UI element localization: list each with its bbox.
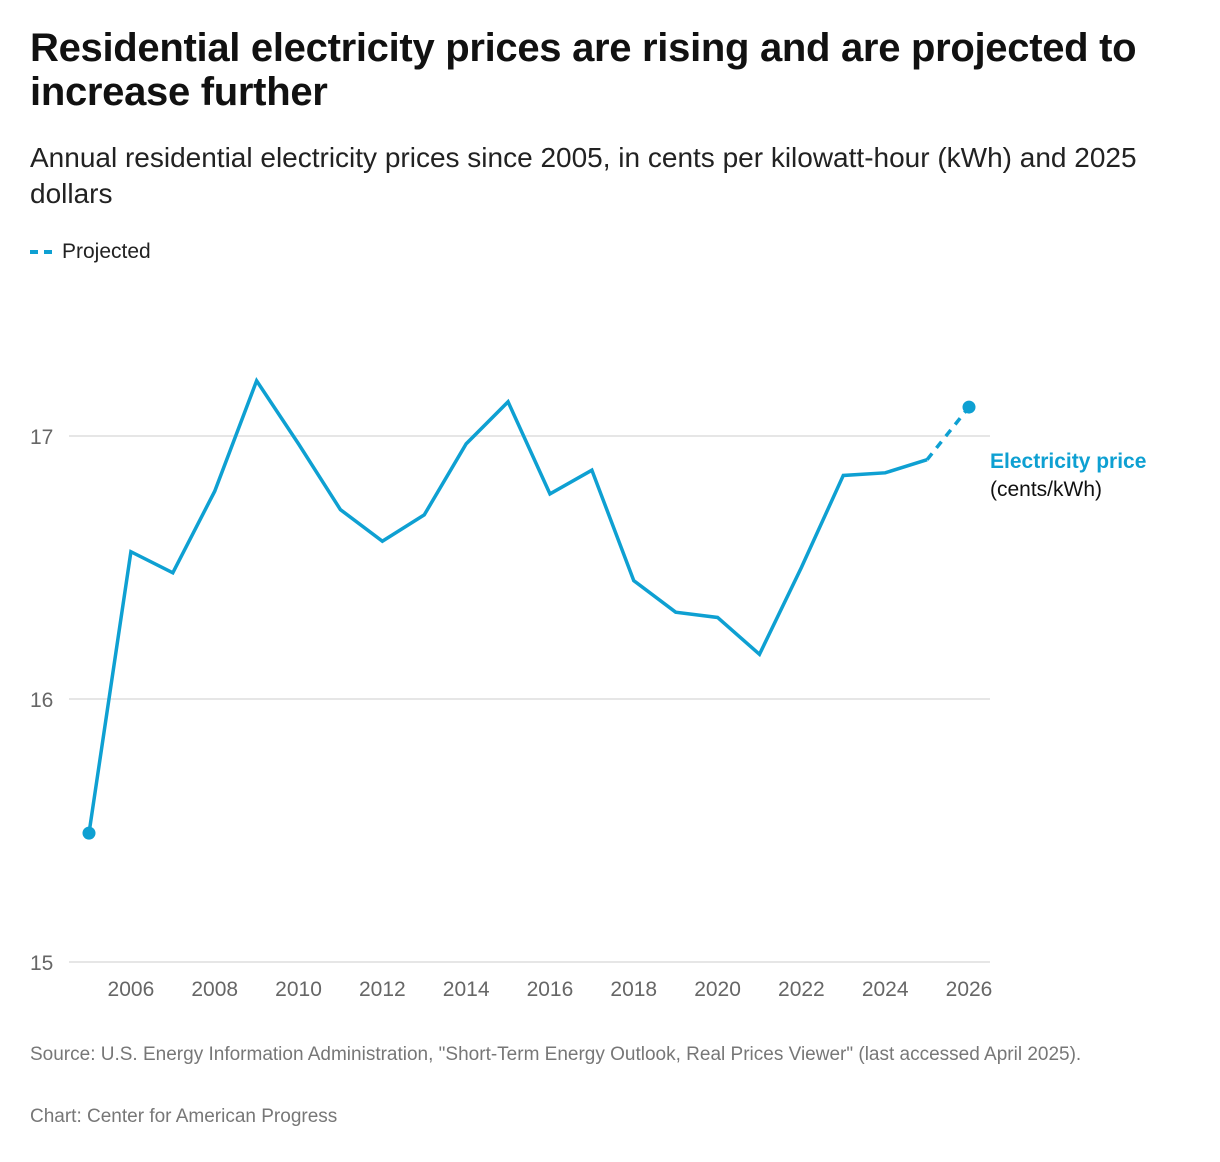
data-point <box>128 549 134 555</box>
data-point <box>337 507 343 513</box>
data-point <box>840 472 846 478</box>
x-tick-label: 2020 <box>694 978 741 1001</box>
x-tick-label: 2022 <box>778 978 825 1001</box>
data-point <box>882 470 888 476</box>
source-note: Source: U.S. Energy Information Administ… <box>30 1044 1082 1065</box>
data-point <box>463 441 469 447</box>
endpoint-marker <box>82 826 96 840</box>
y-tick-label: 16 <box>30 689 53 712</box>
data-point <box>296 441 302 447</box>
dashed-line-icon <box>30 250 52 254</box>
data-point <box>924 457 930 463</box>
data-point <box>631 578 637 584</box>
x-tick-label: 2024 <box>862 978 909 1001</box>
data-point <box>212 488 218 494</box>
x-tick-label: 2016 <box>527 978 574 1001</box>
gridlines <box>69 435 990 963</box>
endpoint-marker <box>962 400 976 414</box>
data-point <box>254 378 260 384</box>
y-tick-label: 15 <box>30 952 53 975</box>
data-point <box>170 570 176 576</box>
x-axis-ticks: 2006 2008 2010 2012 2014 2016 2018 2020 2022 2024… <box>108 978 993 1001</box>
series-label-name: Electricity price <box>990 450 1146 473</box>
x-tick-label: 2018 <box>610 978 657 1001</box>
x-tick-label: 2006 <box>108 978 155 1001</box>
chart-subtitle: Annual residential electricity prices si… <box>30 142 1137 209</box>
data-point <box>421 512 427 518</box>
y-axis-ticks: 15 16 17 <box>30 426 53 975</box>
data-point <box>715 614 721 620</box>
data-point <box>547 491 553 497</box>
y-tick-label: 17 <box>30 426 53 449</box>
series-line-actual <box>87 376 928 834</box>
x-tick-label: 2010 <box>275 978 322 1001</box>
x-tick-label: 2012 <box>359 978 406 1001</box>
data-point <box>798 565 804 571</box>
legend: Projected <box>30 240 151 264</box>
x-tick-label: 2026 <box>946 978 993 1001</box>
data-point <box>505 399 511 405</box>
chart-credit: Chart: Center for American Progress <box>30 1106 338 1127</box>
legend-projected-label: Projected <box>62 240 151 263</box>
data-point <box>756 651 762 657</box>
data-point <box>673 609 679 615</box>
series-label: Electricity price (cents/kWh) <box>990 450 1146 501</box>
series-label-unit: (cents/kWh) <box>990 478 1102 501</box>
x-tick-label: 2014 <box>443 978 490 1001</box>
series-line-projected <box>925 405 971 461</box>
chart-title: Residential electricity prices are risin… <box>30 26 1137 114</box>
x-tick-label: 2008 <box>191 978 238 1001</box>
data-point <box>379 538 385 544</box>
series-lines <box>87 376 971 834</box>
data-point <box>589 467 595 473</box>
series-points <box>82 378 976 840</box>
